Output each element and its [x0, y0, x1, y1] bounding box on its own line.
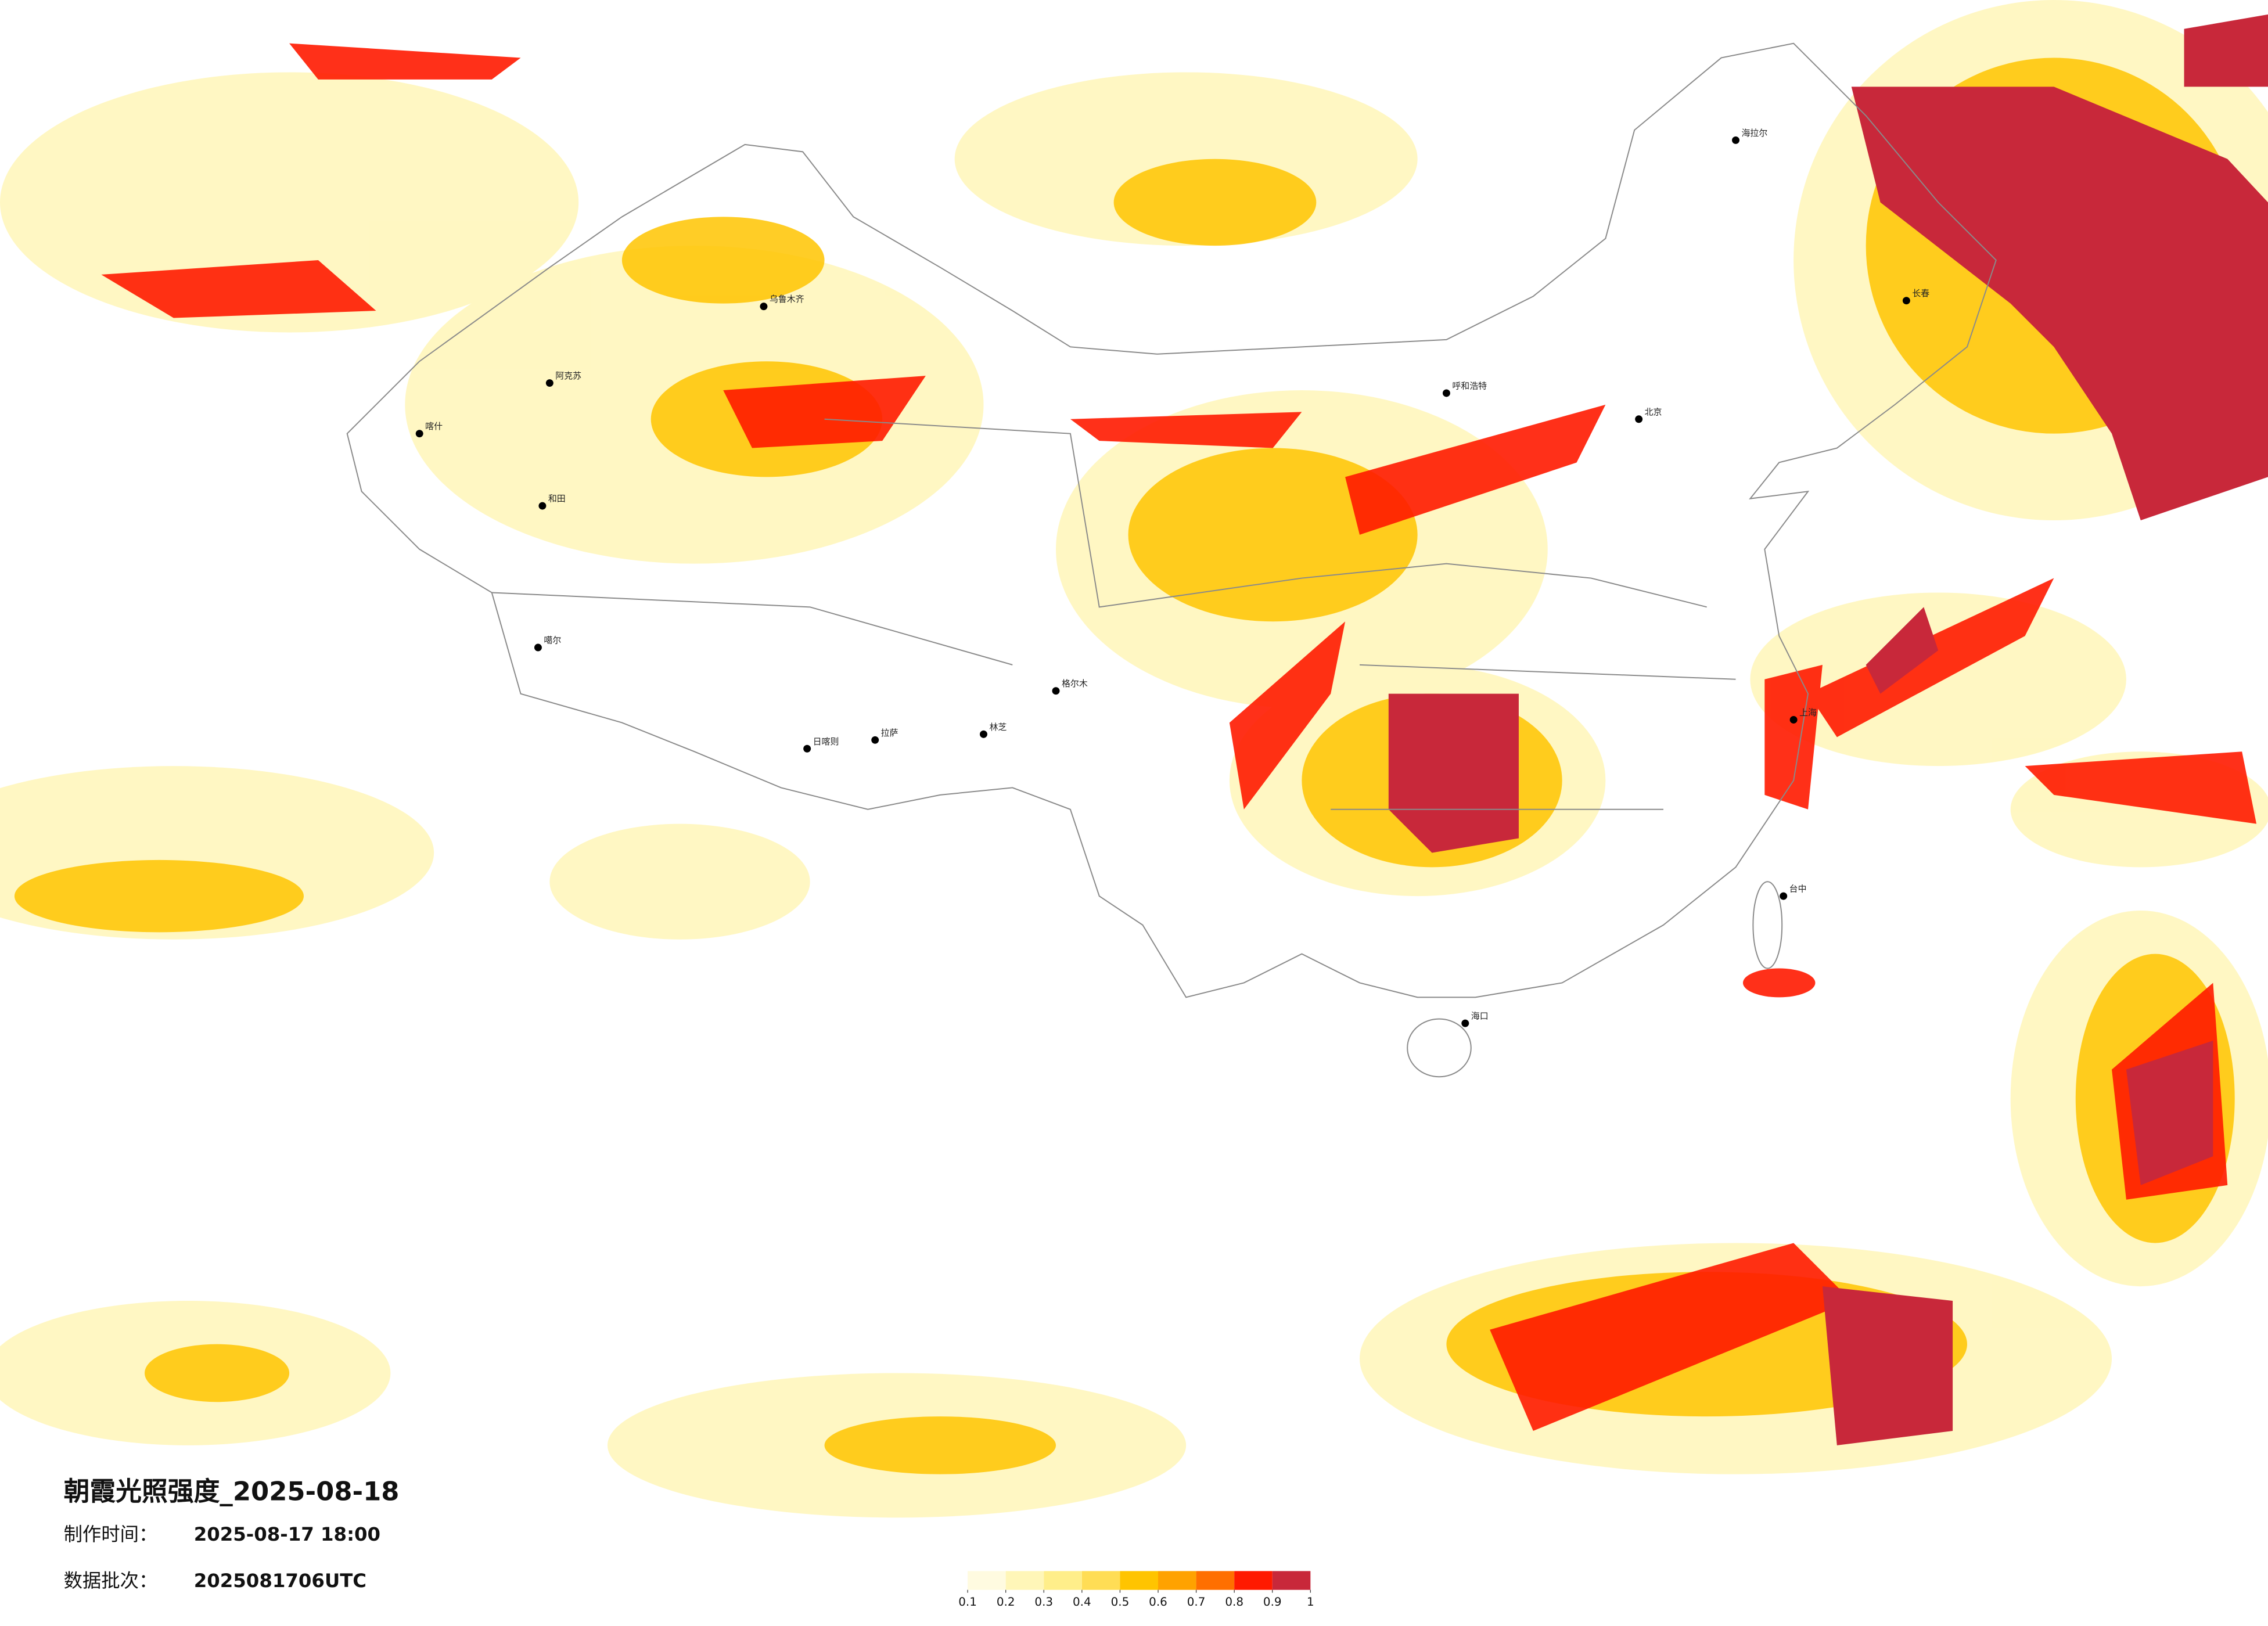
city-label: 格尔木	[1062, 678, 1088, 689]
country-boundary	[346, 42, 1997, 1078]
city-label: 日喀则	[813, 736, 839, 747]
map-title: 朝霞光照强度_2025-08-18	[64, 1476, 400, 1506]
colorbar-tick-label: 0.5	[1111, 1595, 1130, 1609]
data-batch-label: 数据批次：	[64, 1570, 158, 1592]
colorbar-tick-label: 0.6	[1149, 1595, 1167, 1609]
city-dot	[1442, 389, 1450, 397]
city-dot	[1732, 136, 1739, 144]
city-dot	[1780, 892, 1788, 900]
city-dot	[1635, 415, 1643, 423]
city-label: 呼和浩特	[1452, 381, 1487, 391]
colorbar-swatch	[1044, 1571, 1082, 1590]
city-label: 长春	[1912, 288, 1929, 298]
colorbar-swatch	[1234, 1571, 1273, 1590]
city-dot	[1789, 715, 1798, 724]
data-batch-value: 2025081706UTC	[194, 1570, 366, 1592]
city-dot	[538, 502, 547, 510]
city-label: 喀什	[425, 421, 443, 431]
city-dot	[871, 736, 879, 744]
city-label: 林芝	[989, 722, 1007, 732]
city-label: 台中	[1789, 884, 1807, 894]
colorbar-swatch	[1158, 1571, 1196, 1590]
colorbar-tick-label: 0.9	[1263, 1595, 1282, 1609]
city-dot	[1461, 1019, 1469, 1027]
city-label: 拉萨	[881, 728, 898, 738]
production-time-label: 制作时间：	[64, 1523, 158, 1545]
colorbar-swatch	[968, 1571, 1006, 1590]
colorbar-tick-label: 1	[1307, 1595, 1314, 1609]
city-dot	[534, 643, 542, 652]
city-dot	[1902, 297, 1910, 305]
city-label: 上海	[1799, 707, 1817, 718]
colorbar-swatch	[1120, 1571, 1159, 1590]
city-label: 北京	[1645, 406, 1662, 417]
colorbar-tick-label: 0.7	[1187, 1595, 1206, 1609]
city-dot	[760, 303, 768, 311]
colorbar-tick-label: 0.3	[1034, 1595, 1053, 1609]
production-time-value: 2025-08-17 18:00	[194, 1523, 380, 1545]
colorbar-tick-label: 0.1	[958, 1595, 977, 1609]
city-label: 阿克苏	[555, 370, 581, 381]
city-label: 海口	[1471, 1011, 1489, 1021]
city-dot	[415, 430, 423, 438]
city-dot	[980, 730, 987, 738]
colorbar-swatch	[1081, 1571, 1120, 1590]
colorbar-tick-label: 0.4	[1073, 1595, 1091, 1609]
colorbar-swatch	[1196, 1571, 1235, 1590]
city-label: 乌鲁木齐	[770, 294, 804, 304]
city-dot	[1052, 687, 1060, 695]
colorbar-tick-label: 0.8	[1225, 1595, 1243, 1609]
colorbar-swatch	[1272, 1571, 1311, 1590]
intensity-field	[0, 0, 2268, 1518]
city-dot	[545, 379, 553, 387]
colorbar-tick-label: 0.2	[997, 1595, 1015, 1609]
city-dot	[803, 744, 811, 753]
colorbar: 0.1 0.2 0.3 0.4 0.5 0.6 0.7 0.8 0.9 1	[958, 1571, 1314, 1609]
city-label: 噶尔	[544, 635, 561, 646]
colorbar-swatch	[1005, 1571, 1044, 1590]
city-label: 和田	[548, 494, 566, 504]
city-label: 海拉尔	[1741, 128, 1767, 138]
